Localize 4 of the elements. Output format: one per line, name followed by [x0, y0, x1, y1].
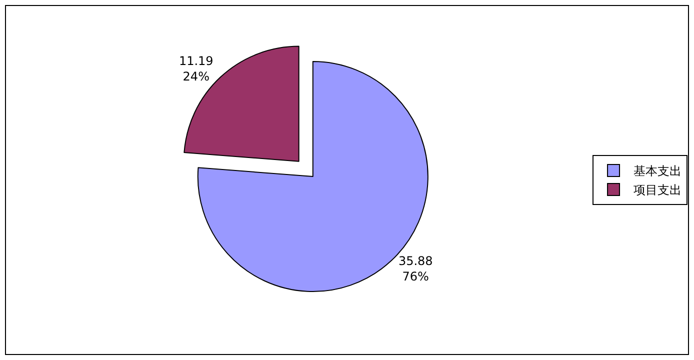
- data-label: 35.88 76%: [398, 254, 433, 284]
- legend-label: 基本支出: [634, 164, 682, 178]
- data-label: 11.19 24%: [178, 54, 214, 84]
- legend-label: 项目支出: [634, 183, 682, 198]
